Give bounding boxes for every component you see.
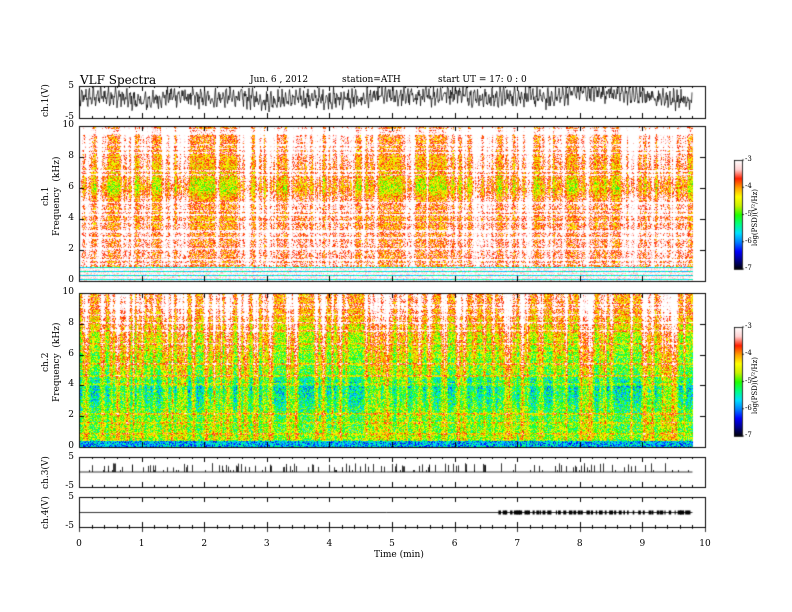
colorbar-tick-label: -7 (745, 431, 752, 439)
x-tick-label: 0 (76, 539, 82, 549)
spectrogram-ytick-label: 10 (62, 287, 74, 297)
x-tick-label: 8 (576, 539, 583, 549)
colorbar-tick-label: -5 (745, 376, 752, 385)
colorbar-tick-label: -5 (745, 209, 752, 218)
colorbar-tick-label: -4 (745, 182, 752, 191)
x-tick-label: 7 (514, 539, 521, 549)
colorbar-tick-label: -3 (745, 155, 752, 163)
spectrogram-ytick-label: 0 (68, 275, 74, 285)
station-label: station=ATH (342, 75, 401, 85)
x-tick-label: 6 (451, 539, 458, 549)
spectrogram-ytick-label: 2 (68, 410, 74, 421)
spectrogram-ytick-label: 0 (68, 441, 74, 451)
ch2-spectrogram-ylabel: ch.2 Frequency (kHz) (41, 322, 62, 402)
colorbar-tick-label: -7 (745, 264, 752, 272)
spectrogram-ytick-label: 6 (68, 182, 74, 192)
waveform-ytick-label: -5 (65, 112, 74, 122)
ch1-colorbar-label: log(PSD)(V²/Hz) (751, 189, 759, 246)
x-tick-label: 3 (263, 539, 270, 549)
spectrogram-ytick-label: 8 (68, 151, 74, 161)
ch2-colorbar-label: log(PSD)(V²/Hz) (751, 357, 759, 414)
spectrogram-ytick-label: 2 (68, 244, 74, 254)
waveform-ytick-label: 5 (68, 492, 74, 502)
waveform-ytick-label: 5 (68, 81, 74, 91)
colorbar-tick-label: -6 (745, 236, 752, 245)
figure-title: VLF Spectra (80, 73, 157, 87)
spectrogram-ytick-label: 6 (68, 348, 74, 359)
spectrogram-ytick-label: 4 (68, 213, 74, 223)
x-tick-label: 9 (639, 539, 646, 549)
waveform-ytick-label: -5 (65, 521, 74, 531)
x-tick-label: 10 (699, 539, 711, 549)
x-tick-label: 2 (201, 539, 208, 549)
spectrogram-ytick-label: 4 (68, 379, 74, 390)
x-tick-label: 1 (138, 539, 145, 549)
waveform-ytick-label: 5 (68, 452, 74, 462)
date-label: Jun. 6 , 2012 (250, 75, 309, 85)
colorbar-tick-label: -3 (745, 322, 752, 330)
x-tick-label: 4 (326, 539, 333, 549)
spectrogram-ytick-label: 8 (68, 317, 74, 328)
colorbar-tick-label: -4 (745, 349, 752, 358)
waveform-ytick-label: -5 (65, 481, 74, 491)
ch1-spectrogram-ylabel: ch.1 Frequency (kHz) (41, 156, 62, 236)
colorbar-tick-label: -6 (745, 403, 752, 412)
x-axis-label: Time (min) (374, 550, 424, 560)
start-time-label: start UT = 17: 0 : 0 (438, 75, 527, 85)
spectrogram-ytick-label: 10 (62, 120, 74, 130)
x-tick-label: 5 (389, 539, 395, 549)
